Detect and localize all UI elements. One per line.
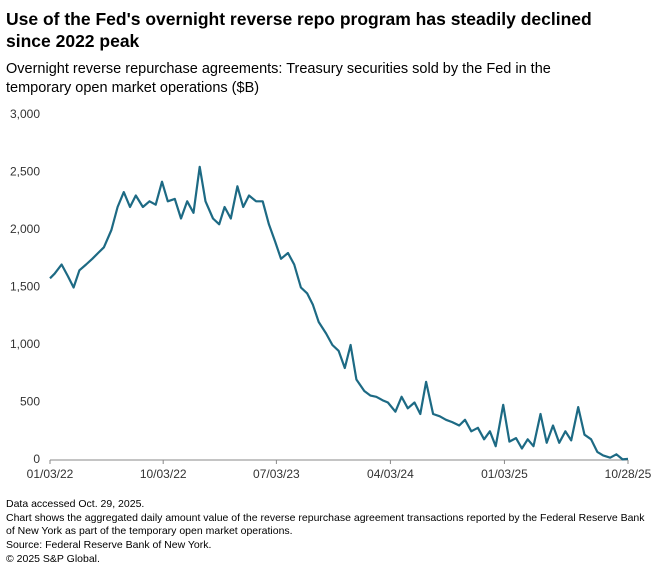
x-tick-label: 07/03/23 bbox=[253, 467, 300, 481]
note: Source: Federal Reserve Bank of New York… bbox=[6, 539, 212, 551]
y-tick-label: 1,000 bbox=[10, 337, 40, 351]
notes: Data accessed Oct. 29, 2025. Chart shows … bbox=[6, 498, 651, 567]
note: Chart shows the aggregated daily amount … bbox=[6, 512, 645, 537]
y-tick-label: 1,500 bbox=[10, 280, 40, 294]
chart-title: Use of the Fed's overnight reverse repo … bbox=[6, 9, 592, 51]
y-tick-label: 2,500 bbox=[10, 165, 40, 179]
x-tick-label: 04/03/24 bbox=[367, 467, 414, 481]
y-tick-label: 0 bbox=[33, 452, 40, 466]
chart-subtitle: Overnight reverse repurchase agreements:… bbox=[6, 61, 551, 96]
x-tick-label: 10/28/25 bbox=[605, 467, 652, 481]
x-tick-label: 10/03/22 bbox=[140, 467, 187, 481]
y-tick-label: 2,000 bbox=[10, 222, 40, 236]
y-tick-label: 500 bbox=[20, 395, 40, 409]
note: Data accessed Oct. 29, 2025. bbox=[6, 498, 145, 510]
note: © 2025 S&P Global. bbox=[6, 553, 100, 565]
x-tick-label: 01/03/22 bbox=[27, 467, 74, 481]
x-tick-label: 01/03/25 bbox=[481, 467, 528, 481]
data-line bbox=[49, 165, 629, 461]
y-tick-label: 3,000 bbox=[10, 107, 40, 121]
